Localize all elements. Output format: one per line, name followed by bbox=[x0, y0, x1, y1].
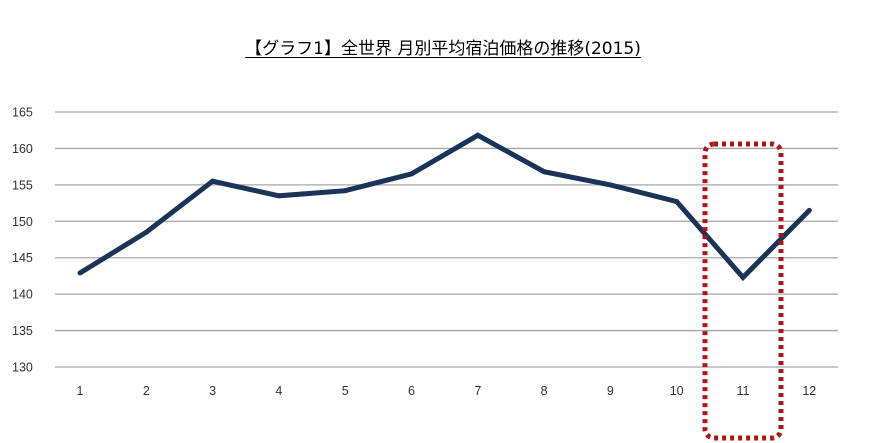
data-point bbox=[276, 193, 282, 199]
data-point bbox=[607, 182, 613, 188]
x-tick-label: 4 bbox=[275, 384, 282, 398]
x-tick-label: 6 bbox=[408, 384, 415, 398]
x-tick-label: 2 bbox=[143, 384, 150, 398]
data-point bbox=[806, 207, 812, 213]
y-tick-label: 150 bbox=[12, 215, 33, 229]
x-tick-label: 1 bbox=[77, 384, 84, 398]
data-point bbox=[143, 229, 149, 235]
x-tick-label: 12 bbox=[802, 384, 816, 398]
y-tick-label: 155 bbox=[12, 178, 33, 192]
data-point bbox=[475, 132, 481, 138]
data-point bbox=[409, 171, 414, 177]
data-point bbox=[77, 270, 83, 276]
data-point bbox=[210, 178, 216, 184]
y-tick-label: 140 bbox=[12, 288, 33, 302]
chart-title-text: 【グラフ1】全世界 月別平均宿泊価格の推移(2015) bbox=[245, 39, 641, 59]
y-tick-label: 130 bbox=[12, 361, 33, 375]
chart-title: 【グラフ1】全世界 月別平均宿泊価格の推移(2015) bbox=[0, 34, 886, 59]
y-tick-label: 135 bbox=[12, 324, 33, 338]
highlight-box bbox=[702, 141, 784, 441]
x-tick-label: 8 bbox=[541, 384, 548, 398]
data-point bbox=[674, 199, 680, 205]
x-tick-label: 10 bbox=[670, 384, 684, 398]
data-point bbox=[541, 169, 547, 175]
data-point bbox=[740, 274, 746, 280]
y-tick-label: 160 bbox=[12, 142, 33, 156]
x-tick-label: 5 bbox=[342, 384, 349, 398]
series-line bbox=[78, 132, 812, 282]
x-tick-label: 7 bbox=[474, 384, 481, 398]
y-tick-label: 165 bbox=[12, 106, 33, 120]
x-tick-label: 9 bbox=[607, 384, 614, 398]
x-tick-label: 11 bbox=[737, 384, 750, 398]
x-tick-label: 3 bbox=[209, 384, 216, 398]
y-tick-label: 145 bbox=[12, 251, 33, 265]
data-point bbox=[342, 188, 348, 194]
